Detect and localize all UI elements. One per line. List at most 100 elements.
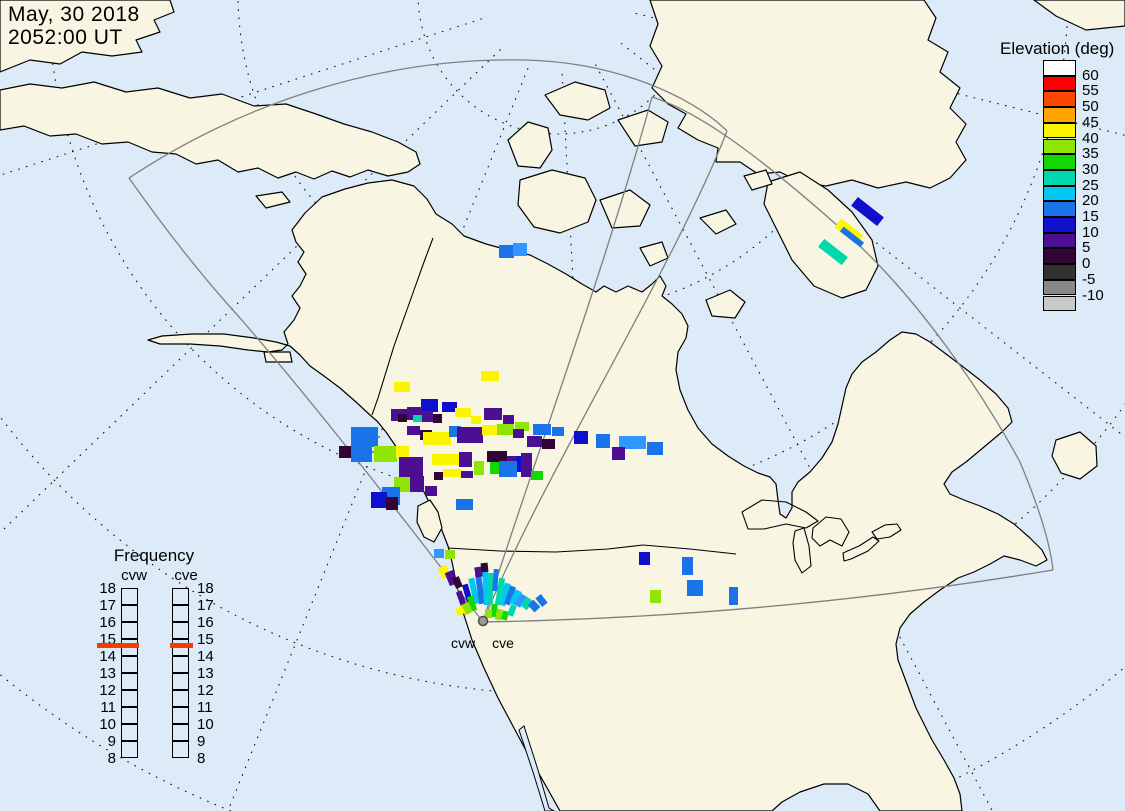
echo-cell (399, 457, 423, 478)
frequency-tick-label: 17 (99, 597, 116, 614)
frequency-tick-label: 9 (107, 733, 116, 750)
lake-erie (842, 536, 880, 562)
frequency-tick-label: 16 (197, 614, 214, 631)
echo-cell (500, 610, 510, 621)
echo-cell (423, 432, 451, 445)
colorbar-tick-label: 20 (1082, 192, 1099, 210)
frequency-scale-cell (121, 622, 138, 639)
greenland (649, 0, 967, 189)
echo-cell (466, 595, 478, 612)
fov-cvw-far-arc (128, 59, 728, 179)
timestamp: May, 30 2018 2052:00 UT (8, 3, 140, 49)
russia-corner (0, 0, 175, 73)
colorbar-tick-label: 15 (1082, 208, 1099, 225)
echo-cell (490, 603, 498, 618)
echo-cell (513, 429, 524, 438)
echo-cell (421, 399, 438, 412)
frequency-panel-title: Frequency (113, 546, 195, 565)
echo-cell (468, 577, 480, 605)
echo-cell (457, 427, 483, 443)
echo-cell (503, 415, 514, 424)
frequency-scale-cell (121, 690, 138, 707)
frequency-scale-cell (121, 656, 138, 673)
echo-cell (386, 497, 398, 510)
colorbar-cell (1043, 185, 1076, 202)
frequency-scale-cell (121, 588, 138, 605)
great-lakes-outlines (741, 499, 902, 574)
frequency-tick-label: 8 (197, 750, 206, 767)
frequency-tick-label: 16 (99, 614, 116, 631)
colorbar-tick-label: 40 (1082, 129, 1099, 147)
gulf-of-california (518, 725, 555, 811)
colorbar-tick-label: -10 (1082, 286, 1104, 304)
frequency-scale-cell (172, 673, 189, 690)
colorbar-cell (1043, 232, 1076, 249)
colorbar-cell (1043, 122, 1076, 139)
echo-cell (374, 446, 397, 462)
frequency-tick-label: 10 (99, 716, 116, 733)
fov-west-edge (128, 177, 484, 623)
lake-michigan (792, 527, 812, 574)
colorbar-cell (1043, 264, 1076, 280)
echo-cell (650, 590, 661, 603)
frequency-tick-label: 13 (197, 665, 214, 682)
echo-cell (410, 476, 424, 492)
echo-cell (398, 414, 407, 422)
frequency-scale-cell (172, 724, 189, 741)
frequency-scale-cell (172, 707, 189, 724)
echo-cell (527, 599, 541, 613)
date-text: May, 30 2018 (8, 3, 140, 26)
victoria-island (517, 169, 597, 234)
arctic-islet-1 (699, 209, 737, 235)
map-radar-label-cve: cve (492, 635, 514, 651)
frequency-tick-label: 15 (197, 631, 214, 648)
echo-cell (494, 577, 506, 606)
echo-cell (818, 238, 848, 266)
colorbar-cell (1043, 138, 1076, 155)
lake-huron (811, 516, 850, 547)
radar-fov-outlines (128, 59, 1054, 623)
echo-cell (371, 492, 387, 508)
colorbar-tick-label: 5 (1082, 239, 1091, 257)
echo-cell (552, 427, 564, 436)
echo-cell (487, 451, 507, 462)
radar-site-marker (477, 615, 489, 627)
frequency-scale-cell (172, 588, 189, 605)
echo-cell (394, 382, 410, 392)
echo-cell (454, 605, 466, 617)
echo-cell (542, 439, 555, 449)
frequency-scale-cell (121, 673, 138, 690)
frequency-scale-cell (172, 690, 189, 707)
frequency-scale-cell (172, 622, 189, 639)
us-canada-border (447, 544, 737, 555)
echo-cell (497, 424, 514, 435)
colorbar-tick-label: 50 (1082, 98, 1099, 116)
echo-cell (527, 436, 542, 447)
frequency-tick-label: 14 (99, 648, 116, 665)
colorbar-tick-label: -5 (1082, 270, 1096, 288)
baffin-island (763, 171, 879, 299)
frequency-tick-label: 10 (197, 716, 214, 733)
echo-cell (499, 245, 514, 258)
colorbar-title: Elevation (deg) (1000, 39, 1115, 58)
alaska-yukon-border (371, 237, 434, 416)
echo-cell (494, 608, 504, 621)
echo-cell (520, 596, 534, 611)
echo-cell (474, 461, 484, 475)
colorbar-cell (1043, 91, 1076, 108)
echo-cell (729, 587, 738, 605)
echo-cell (482, 425, 498, 435)
colorbar-cell (1043, 107, 1076, 123)
echo-cell (452, 576, 463, 589)
echo-cell (480, 562, 489, 573)
arctic-islet-2 (743, 169, 773, 191)
echo-cell (499, 582, 511, 607)
lake-ontario (871, 523, 902, 540)
colorbar-tick-label: 25 (1082, 176, 1099, 194)
frequency-tick-label: 17 (197, 597, 214, 614)
echo-cell (422, 411, 433, 422)
colorbar-tick-label: 30 (1082, 160, 1099, 178)
echo-cell (499, 461, 517, 477)
